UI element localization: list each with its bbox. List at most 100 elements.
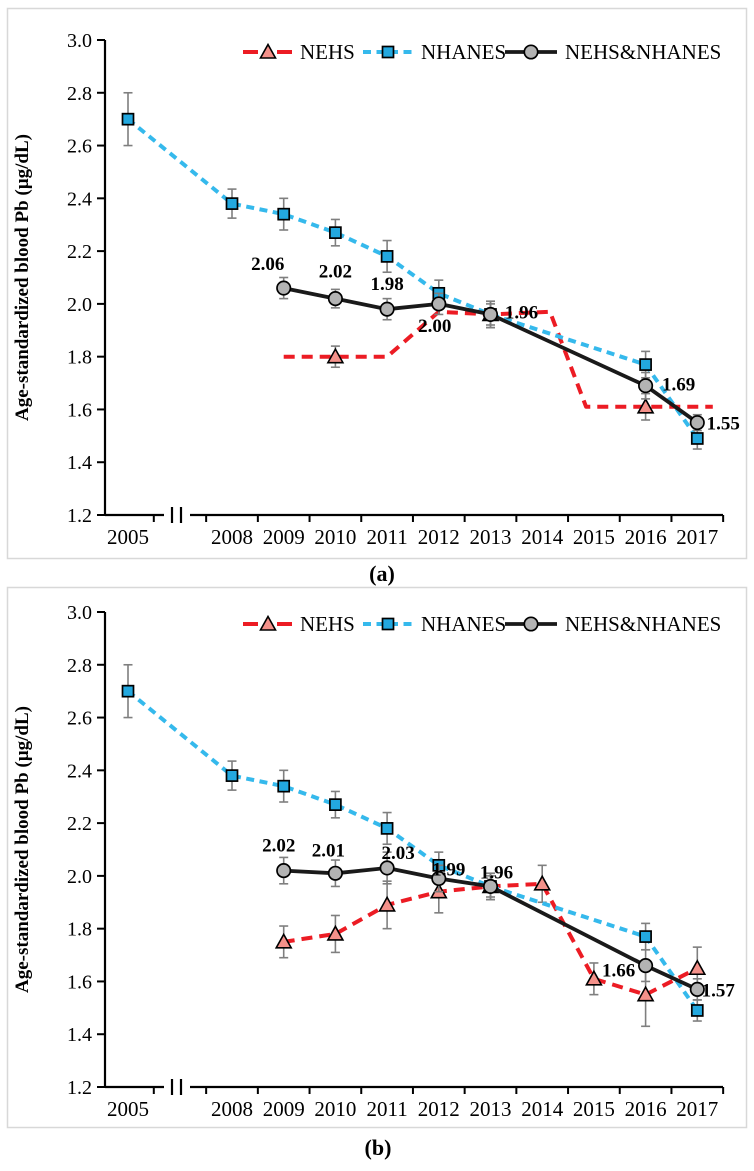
nehs-marker	[533, 874, 552, 891]
y-tick-label: 1.4	[67, 452, 92, 474]
data-label: 1.96	[505, 302, 538, 323]
data-label: 2.02	[319, 262, 352, 283]
data-label: 2.03	[381, 843, 414, 864]
panel-border-b	[6, 586, 748, 1129]
x-tick-label: 2010	[314, 525, 356, 549]
nhanes-marker	[639, 358, 652, 371]
legend-circle-icon	[523, 44, 539, 60]
y-tick-label: 2.2	[67, 813, 92, 835]
nehs&nhanes-marker	[276, 863, 292, 879]
x-tick-label: 2010	[314, 1097, 356, 1121]
nhanes-marker	[639, 930, 652, 943]
x-tick-label: 2012	[418, 525, 460, 549]
data-label: 1.99	[432, 860, 465, 881]
y-tick-label: 3.0	[67, 602, 92, 624]
data-label: 2.00	[418, 316, 451, 337]
x-tick-label: 2017	[676, 525, 718, 549]
data-label: 2.02	[262, 836, 295, 857]
legend-triangle-icon	[259, 614, 277, 631]
nhanes-marker	[121, 112, 135, 126]
nehs&nhanes-marker	[327, 291, 343, 307]
y-axis-title: Age-standardized blood Pb (µg/dL)	[12, 134, 33, 421]
x-tick-label: 2014	[521, 1097, 564, 1121]
nehs-marker	[326, 347, 345, 364]
y-tick-label: 2.0	[67, 866, 92, 888]
y-tick-label: 1.2	[67, 1077, 92, 1099]
chart-panel-a: 3.0 2.8 2.6 2.4 2.2 2.0 1.8 1.6 1.4 1.2 2005 2008 20…	[12, 30, 740, 549]
legend-label: NEHS	[300, 612, 355, 636]
x-tick-label: 2017	[676, 1097, 718, 1121]
y-tick-label: 2.2	[67, 241, 92, 263]
nhanes-marker	[690, 1004, 704, 1017]
y-tick-label: 2.8	[67, 83, 92, 105]
x-tick-label: 2008	[211, 525, 253, 549]
nhanes-marker	[380, 250, 394, 263]
nehs&nhanes-marker	[276, 280, 292, 296]
x-tick-label: 2014	[521, 525, 564, 549]
nhanes-marker	[329, 226, 342, 239]
y-tick-label: 1.6	[67, 971, 92, 993]
legend-label: NHANES	[421, 40, 506, 64]
nhanes-marker	[690, 432, 704, 445]
nehs&nhanes-marker	[689, 981, 705, 997]
nehs&nhanes-marker	[431, 870, 447, 887]
nehs&nhanes-marker	[689, 415, 705, 431]
x-tick-label: 2009	[263, 1097, 305, 1121]
nehs&nhanes-marker	[638, 378, 654, 394]
panel-caption-b: (b)	[365, 1135, 392, 1160]
data-label: 2.06	[251, 254, 284, 275]
nehs-marker	[378, 895, 396, 912]
nhanes-marker	[329, 798, 342, 811]
x-tick-label: 2008	[211, 1097, 253, 1121]
nehs&nhanes-marker	[431, 296, 447, 312]
x-tick-label: 2011	[366, 525, 407, 549]
y-tick-label: 1.2	[67, 505, 92, 527]
x-tick-label: 2005	[107, 525, 149, 549]
x-tick-label: 2012	[418, 1097, 460, 1121]
legend-circle-icon	[523, 616, 539, 632]
data-label: 1.57	[702, 980, 736, 1001]
y-tick-label: 1.8	[67, 347, 92, 369]
x-tick-label: 2011	[366, 1097, 407, 1121]
legend-label: NEHS&NHANES	[565, 40, 721, 64]
nehs-marker	[636, 985, 655, 1002]
data-label: 1.55	[707, 414, 740, 435]
legend-square-icon	[381, 617, 395, 631]
x-tick-label: 2015	[573, 1097, 615, 1121]
y-tick-label: 2.4	[67, 188, 92, 210]
nhanes-marker	[277, 207, 291, 221]
y-tick-label: 3.0	[67, 30, 92, 52]
nehs&nhanes-marker	[379, 860, 395, 876]
x-tick-label: 2015	[573, 525, 615, 549]
nehs-marker	[274, 932, 293, 949]
x-tick-label: 2016	[625, 525, 667, 549]
y-axis-title: Age-standardized blood Pb (µg/dL)	[12, 706, 33, 993]
nehs&nhanes-marker	[379, 301, 395, 317]
y-tick-label: 1.4	[67, 1024, 92, 1046]
nehs&nhanes-marker	[327, 865, 343, 881]
data-label: 1.96	[480, 862, 513, 883]
nhanes-marker	[225, 769, 239, 782]
x-tick-label: 2005	[107, 1097, 149, 1121]
y-tick-label: 2.6	[67, 708, 92, 730]
y-tick-label: 1.8	[67, 919, 92, 941]
nehs&nhanes-marker	[482, 306, 499, 322]
nehs&nhanes-marker	[638, 958, 654, 974]
data-label: 1.98	[370, 274, 403, 295]
data-label: 1.66	[602, 961, 635, 982]
data-label: 2.01	[312, 840, 345, 861]
legend-label: NEHS&NHANES	[565, 612, 721, 636]
x-tick-label: 2009	[263, 525, 305, 549]
nehs-marker	[636, 397, 655, 414]
legend-label: NHANES	[421, 612, 506, 636]
x-tick-label: 2016	[625, 1097, 667, 1121]
x-tick-label: 2013	[470, 525, 512, 549]
nehs&nhanes-marker	[482, 878, 499, 894]
nhanes-marker	[225, 197, 239, 210]
legend-square-icon	[381, 45, 395, 59]
y-tick-label: 2.0	[67, 294, 92, 316]
data-label: 1.69	[662, 375, 695, 396]
nehs-marker	[326, 924, 345, 941]
